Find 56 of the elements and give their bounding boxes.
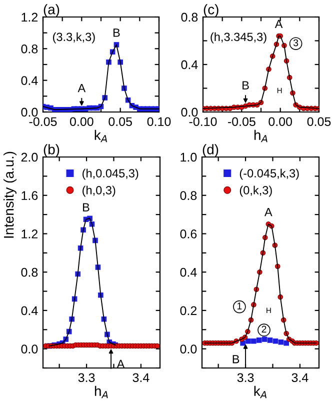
y-tick-label: 2.0	[21, 152, 38, 162]
x-tick-label: -0.05	[29, 117, 57, 126]
y-tick-label: 0.0	[181, 108, 198, 117]
annotation: B	[242, 81, 249, 90]
x-tick-label: -0.10	[189, 117, 217, 126]
x-axis-title: h$_{A}$	[254, 130, 268, 142]
x-tick-label: 3.4	[132, 373, 150, 382]
y-tick-label: 0.8	[181, 12, 198, 22]
legend-label: (0,k,3)	[240, 186, 272, 197]
y-tick-label: 0.0	[21, 108, 38, 117]
legend-label: (-0.045,k,3)	[240, 168, 299, 180]
annotation: 3	[293, 39, 298, 46]
y-tick-label: 0.8	[21, 44, 38, 54]
annotation: A	[264, 208, 272, 216]
annotation: B	[114, 28, 120, 37]
legend-label: (h,0.045,3)	[82, 168, 138, 180]
annotation: 1	[237, 302, 242, 310]
y-axis-title: Intensity (a.u.)	[4, 152, 16, 238]
chart-title: (a)	[44, 4, 60, 18]
legend-label: (h,0,3)	[82, 186, 116, 197]
chart-title: (c)	[204, 4, 218, 18]
y-tick-label: 1.2	[22, 230, 38, 238]
y-tick-label: 0.4	[21, 306, 38, 316]
y-tick-label: 0.0	[21, 344, 38, 354]
annotation: B	[83, 203, 90, 212]
y-tick-label: 0.4	[181, 60, 198, 70]
x-tick-label: 0.05	[108, 117, 132, 126]
x-tick-label: 3.3	[78, 373, 95, 382]
x-tick-label: 0.05	[307, 117, 331, 126]
y-tick-label: 0.2	[180, 306, 197, 316]
annotation: 2	[262, 326, 266, 333]
annotation: B	[232, 355, 240, 364]
x-tick-label: 0.10	[147, 117, 171, 126]
chart-title: (d)	[202, 144, 218, 158]
annotation: A	[274, 20, 283, 28]
x-tick-label: 3.4	[292, 373, 308, 382]
y-tick-label: 1.2	[22, 12, 38, 22]
x-tick-label: 0.00	[268, 117, 292, 126]
y-tick-label: 0.8	[21, 268, 38, 277]
annotation: A	[78, 84, 86, 92]
chart-title: (b)	[44, 144, 60, 158]
y-tick-label: 0.6	[180, 230, 197, 238]
y-tick-label: 1.6	[22, 191, 38, 200]
x-axis-title: k$_{A}$	[94, 130, 107, 142]
y-tick-label: 0.8	[180, 191, 197, 200]
x-tick-label: 3.3	[237, 373, 254, 382]
y-tick-label: 1.0	[180, 152, 197, 162]
annotation: (h,3.345,3)	[210, 32, 266, 44]
x-tick-label: 0.00	[70, 117, 94, 126]
x-tick-label: -0.05	[228, 117, 256, 126]
y-tick-label: 0.0	[180, 344, 197, 354]
annotation: (3.3,k,3)	[53, 32, 95, 44]
y-tick-label: 0.4	[180, 268, 197, 277]
x-axis-title: k$_{A}$	[254, 386, 266, 398]
y-tick-label: 0.4	[21, 76, 38, 85]
x-axis-title: h$_{A}$	[94, 386, 108, 398]
